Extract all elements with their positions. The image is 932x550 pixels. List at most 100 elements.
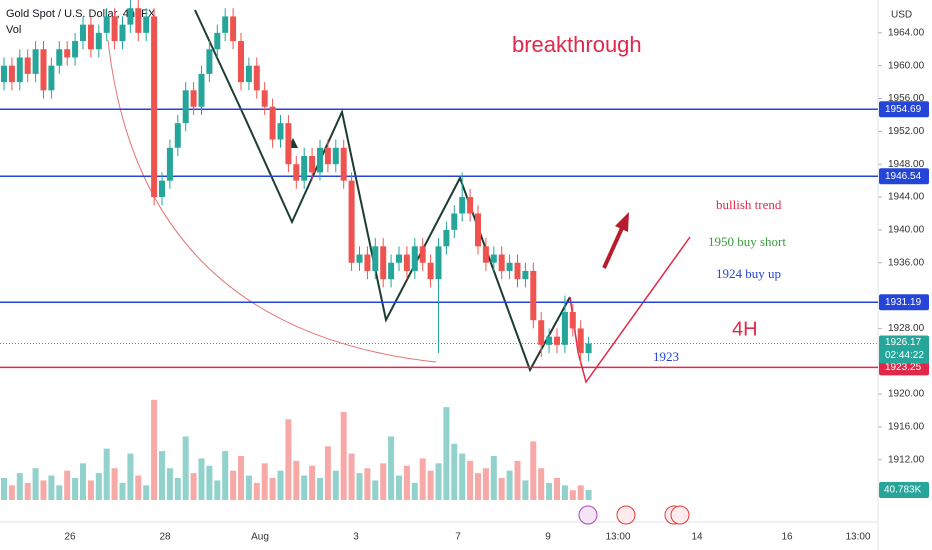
candle-body: [577, 328, 584, 354]
volume-bar: [419, 458, 426, 500]
candle-body: [56, 49, 63, 66]
volume-tag-label: 40.783K: [884, 485, 922, 496]
volume-bar: [253, 482, 260, 500]
volume-bar: [475, 473, 481, 500]
candle-body: [324, 147, 331, 165]
arrow-head: [615, 212, 629, 232]
event-icon[interactable]: [616, 505, 636, 525]
volume-bar: [348, 453, 355, 500]
candle-body: [340, 147, 347, 181]
volume-bar: [80, 463, 86, 500]
candle-body: [403, 254, 410, 271]
candle-body: [222, 16, 229, 33]
candle-body: [95, 32, 102, 50]
candle-body: [364, 254, 371, 271]
volume-bar: [222, 451, 229, 500]
volume-bar: [103, 448, 110, 500]
volume-bar: [561, 485, 568, 500]
last-price-tag: [879, 335, 929, 364]
candle-body: [151, 16, 158, 198]
volume-bar: [238, 456, 244, 500]
y-tick-label: 1944.00: [888, 192, 925, 203]
candle-body: [182, 90, 189, 124]
candle-body: [530, 270, 537, 321]
candle-body: [238, 41, 244, 83]
volume-bar: [64, 470, 71, 500]
volume-bar: [135, 475, 142, 500]
volume-bar: [198, 458, 205, 500]
x-tick-label: 28: [159, 532, 171, 543]
event-icon[interactable]: [670, 505, 690, 525]
volume-bar: [40, 480, 47, 500]
volume-bar: [16, 473, 23, 500]
volume-bar: [514, 460, 521, 500]
volume-bar: [498, 478, 505, 500]
candle-body: [135, 8, 142, 33]
candle-body: [459, 197, 466, 214]
candle-body: [498, 254, 505, 271]
volume-bar: [332, 470, 339, 500]
candle-body: [143, 16, 150, 33]
volume-bar: [56, 485, 63, 500]
candle-body: [490, 254, 497, 263]
volume-bar: [127, 453, 134, 500]
level-tag-label: 1954.69: [885, 104, 922, 115]
volume-bar: [277, 470, 284, 500]
volume-bar: [396, 475, 402, 500]
x-tick-label: 7: [455, 532, 461, 543]
volume-bar: [388, 436, 395, 500]
annotation: 4H: [732, 318, 758, 340]
volume-bar: [380, 463, 387, 500]
candle-body: [190, 90, 197, 107]
volume-bar: [8, 485, 15, 500]
candle-body: [396, 254, 402, 263]
y-tick-label: 1912.00: [888, 454, 925, 465]
candle-body: [174, 123, 181, 148]
x-tick-label: Aug: [251, 532, 269, 543]
candle-body: [230, 16, 237, 42]
candle-body: [411, 246, 418, 271]
candle-body: [427, 262, 434, 280]
volume-bar: [364, 468, 371, 500]
candle-body: [16, 57, 23, 83]
x-tick-label: 13:00: [845, 532, 870, 543]
event-icon[interactable]: [578, 505, 598, 525]
candle-body: [261, 90, 268, 107]
candle-body: [419, 246, 426, 263]
candle-body: [546, 336, 553, 345]
volume-bar: [490, 456, 497, 500]
volume-bar: [151, 399, 158, 500]
y-tick-label: 1956.00: [888, 93, 925, 104]
volume-bar: [190, 473, 197, 500]
candle-body: [80, 24, 86, 42]
currency: USD: [891, 10, 912, 21]
candle-body: [277, 123, 284, 140]
candle-body: [388, 262, 395, 280]
candle-body: [111, 16, 118, 42]
title: Gold Spot / U.S. Dollar, 4h, FX: [6, 8, 156, 20]
volume-bar: [427, 470, 434, 500]
volume-bar: [261, 463, 268, 500]
volume-bar: [245, 475, 252, 500]
annotation: 1923: [653, 349, 679, 364]
volume-bar: [554, 478, 560, 500]
volume-bar: [577, 485, 584, 500]
y-tick-label: 1928.00: [888, 323, 925, 334]
volume-bar: [24, 482, 31, 500]
candle-body: [206, 49, 213, 74]
x-tick-label: 26: [64, 532, 76, 543]
candle-body: [514, 262, 521, 280]
volume-bar: [372, 480, 379, 500]
volume-bar: [285, 419, 292, 500]
candle-body: [253, 65, 260, 91]
level-tag: [879, 101, 929, 118]
y-tick-label: 1952.00: [888, 126, 925, 137]
candle-body: [64, 49, 71, 58]
candle-body: [538, 320, 545, 345]
volume-bar: [522, 480, 529, 500]
volume-bar: [538, 468, 545, 500]
volume-bar: [143, 485, 150, 500]
candle-body: [348, 180, 355, 263]
candle-body: [475, 213, 481, 247]
candle-body: [214, 32, 221, 50]
